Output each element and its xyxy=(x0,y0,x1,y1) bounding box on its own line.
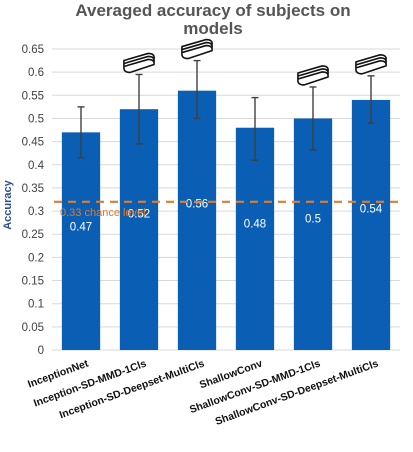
data-label-6: 0.54 xyxy=(360,203,383,215)
bar-4 xyxy=(235,127,275,350)
reference-line-group: 0.33 chance level xyxy=(54,200,400,219)
bars xyxy=(61,90,391,350)
chart-title: Averaged accuracy of subjects on models xyxy=(75,1,350,38)
bar-1 xyxy=(61,132,101,350)
sliced-bread-icon xyxy=(355,54,387,75)
bar-2 xyxy=(119,109,159,350)
sliced-bread-icon xyxy=(181,38,213,60)
y-tick-label: 0.3 xyxy=(28,206,44,218)
error-bar-5 xyxy=(309,86,317,151)
chart-title-line-1: Averaged accuracy of subjects on xyxy=(75,1,350,20)
sliced-bread-icon xyxy=(123,52,155,74)
data-label-4: 0.48 xyxy=(244,219,266,231)
error-bar-1 xyxy=(77,106,85,159)
bar-3 xyxy=(177,90,217,350)
error-bar-2 xyxy=(135,73,143,145)
sliced-bread-icon xyxy=(297,65,329,86)
data-label-2: 0.52 xyxy=(128,209,150,221)
x-axis-ticks: InceptionNetInception-SD-MMD-1ClsIncepti… xyxy=(26,357,380,428)
y-tick-label: 0.05 xyxy=(22,322,44,334)
reference-line-label: 0.33 chance level xyxy=(60,207,146,219)
y-tick-label: 0.6 xyxy=(28,67,44,79)
gridlines xyxy=(52,48,400,351)
y-tick-label: 0.45 xyxy=(22,137,44,149)
y-tick-label: 0.15 xyxy=(22,276,44,288)
error-bar-6 xyxy=(367,75,375,124)
bar-5 xyxy=(293,118,333,350)
y-tick-label: 0.65 xyxy=(22,44,44,56)
data-label-3: 0.56 xyxy=(186,198,208,210)
y-tick-label: 0.35 xyxy=(22,183,44,195)
error-bar-4 xyxy=(251,96,259,161)
data-label-5: 0.5 xyxy=(305,214,321,226)
y-axis-label: Accuracy xyxy=(2,179,14,229)
y-tick-label: 0.55 xyxy=(22,90,44,102)
y-tick-label: 0.1 xyxy=(28,299,44,311)
y-tick-label: 0 xyxy=(38,345,44,357)
y-tick-label: 0.5 xyxy=(28,113,44,125)
chart-title-line-2: models xyxy=(183,19,243,38)
data-label-1: 0.47 xyxy=(70,221,92,233)
y-tick-label: 0.25 xyxy=(22,229,44,241)
y-axis-ticks: 0 0.05 0.1 0.15 0.2 0.25 0.3 0.35 0.4 0.45 0.5 0.55… xyxy=(22,44,45,357)
error-bar-3 xyxy=(193,59,201,120)
error-bars xyxy=(77,59,375,161)
y-tick-label: 0.2 xyxy=(28,252,44,264)
y-tick-label: 0.4 xyxy=(28,160,45,172)
data-labels: 0.47 0.52 0.56 0.48 0.5 0.54 xyxy=(70,198,383,233)
bread-icons xyxy=(123,38,387,86)
bar-6 xyxy=(351,99,391,350)
